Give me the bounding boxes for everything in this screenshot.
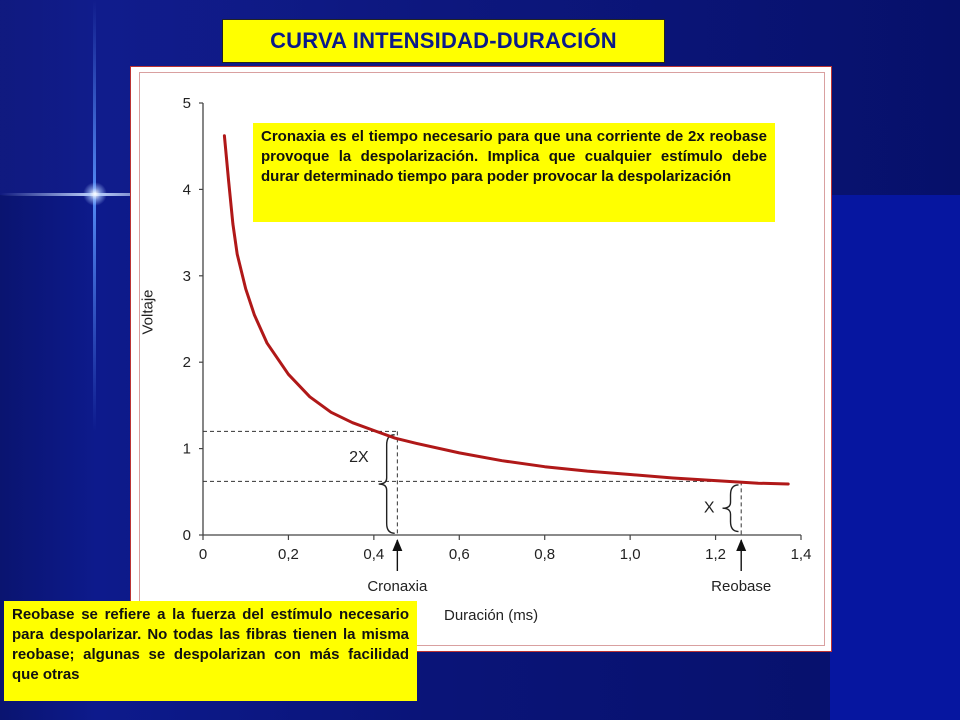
intensity-duration-curve: [222, 134, 790, 486]
y-tick-label: 4: [183, 181, 191, 198]
annotation-arrow-head: [736, 539, 747, 551]
chart-frame: [139, 72, 825, 646]
x-tick-label: 1,2: [705, 546, 726, 563]
x-axis-label: Duración (ms): [444, 607, 539, 624]
cronaxia-label: Cronaxia: [367, 578, 428, 595]
slide-title: CURVA INTENSIDAD-DURACIÓN: [222, 19, 665, 63]
brace-x: [722, 484, 739, 533]
background-right-band: [830, 195, 960, 720]
x-tick-label: 1,0: [620, 546, 641, 563]
reobase-label: Reobase: [711, 578, 771, 595]
y-tick-label: 1: [183, 441, 191, 458]
x-tick-label: 0,4: [363, 546, 384, 563]
y-tick-label: 5: [183, 95, 191, 112]
x-tick-label: 0,2: [278, 546, 299, 563]
y-tick-label: 0: [183, 527, 191, 544]
brace-2x: [378, 434, 395, 534]
x-tick-label: 0,8: [534, 546, 555, 563]
reobase-level-label: X: [704, 499, 715, 516]
x-tick-label: 0,6: [449, 546, 470, 563]
sparkle-decoration: [83, 182, 107, 206]
cronaxia-note: Cronaxia es el tiempo necesario para que…: [253, 123, 775, 222]
x-tick-label: 1,4: [791, 546, 812, 563]
reobase-note: Reobase se refiere a la fuerza del estím…: [4, 601, 417, 701]
light-streak-vertical: [93, 0, 96, 720]
y-axis-label: Voltaje: [139, 289, 157, 335]
annotation-arrow-head: [392, 539, 403, 551]
y-tick-label: 2: [183, 354, 191, 371]
x-tick-label: 0: [199, 546, 207, 563]
double-reobase-label: 2X: [349, 449, 369, 466]
y-tick-label: 3: [183, 268, 191, 285]
